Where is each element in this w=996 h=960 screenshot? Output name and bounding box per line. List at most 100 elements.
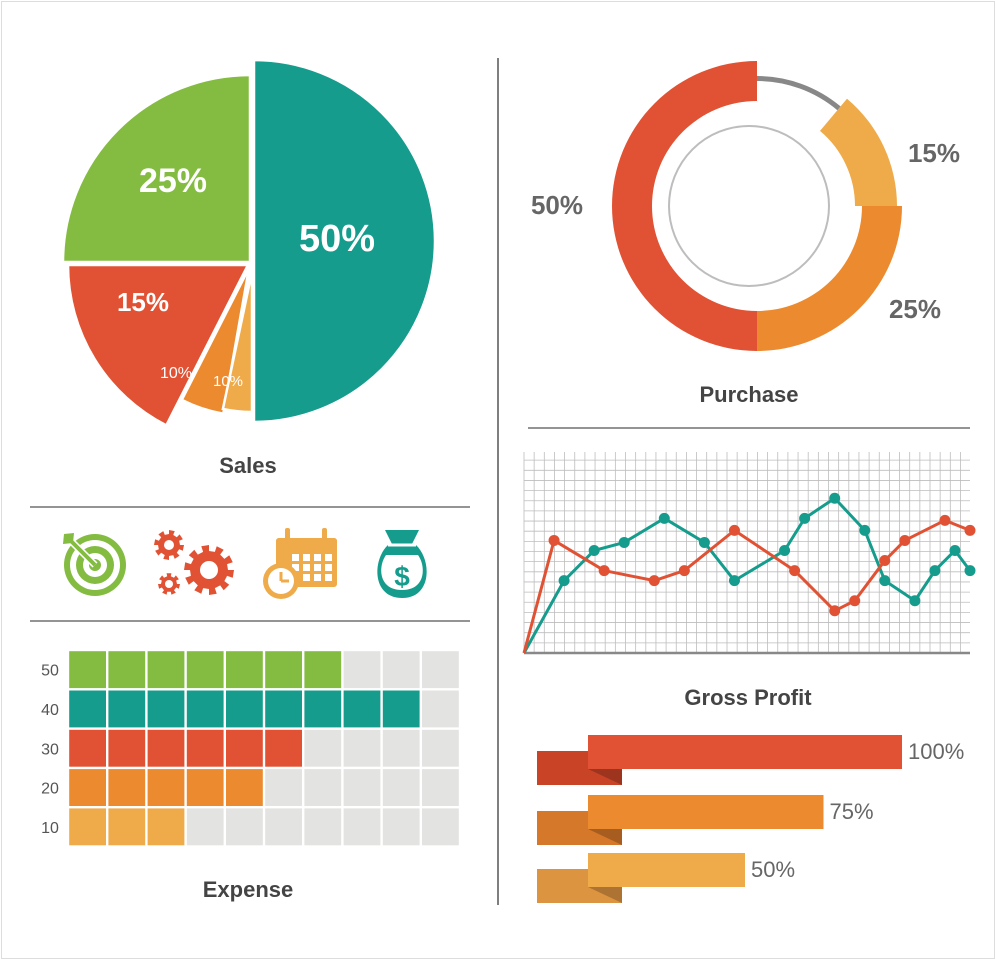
- line-point: [779, 544, 791, 556]
- bar-ribbon-fold: [588, 769, 622, 785]
- expense-row-label: 40: [41, 702, 59, 719]
- sales-slice-label: 25%: [139, 162, 207, 200]
- line-point: [859, 524, 871, 536]
- line-point: [789, 565, 801, 577]
- expense-cell: [422, 729, 459, 767]
- calendar-clock-icon: [263, 528, 337, 599]
- gross-profit-grid: [523, 452, 970, 655]
- expense-cell: [108, 729, 146, 767]
- sales-slice: [180, 267, 251, 416]
- line-point: [799, 512, 811, 524]
- expense-cell: [147, 769, 185, 806]
- line-point: [678, 565, 690, 577]
- purchase-segment: [612, 61, 757, 351]
- expense-cell: [226, 690, 263, 728]
- expense-cell: [108, 769, 146, 806]
- expense-cell: [69, 729, 106, 767]
- expense-cell: [108, 808, 146, 846]
- purchase-segment: [757, 76, 841, 111]
- sales-slice: [221, 271, 254, 414]
- expense-heatmap: 50 40 30 20 10: [41, 649, 461, 847]
- expense-cell: [186, 769, 224, 806]
- sales-title: Sales: [219, 453, 277, 478]
- expense-cell: [422, 769, 459, 806]
- expense-cell: [382, 769, 420, 806]
- expense-row-label: 30: [41, 741, 59, 758]
- sales-slice-label: 10%: [160, 365, 192, 382]
- horizontal-bar-chart: 100% 75% 50%: [537, 735, 964, 903]
- gross-profit-series: [522, 492, 976, 654]
- expense-cell: [304, 769, 342, 806]
- expense-cell: [265, 808, 302, 846]
- purchase-donut-chart: 50% 25% 15%: [531, 61, 960, 351]
- line-point: [879, 555, 891, 567]
- expense-cell: [304, 651, 342, 689]
- expense-cell: [343, 729, 381, 767]
- line-point: [929, 565, 941, 577]
- line-point: [558, 575, 570, 587]
- sales-slice-label: 50%: [299, 218, 375, 260]
- expense-cell: [343, 651, 381, 689]
- expense-cell: [422, 808, 459, 846]
- money-bag-icon: $: [377, 530, 427, 598]
- expense-cell: [226, 808, 263, 846]
- expense-cell: [304, 808, 342, 846]
- line-point: [829, 605, 841, 617]
- target-icon: [63, 533, 126, 596]
- expense-cell: [186, 808, 224, 846]
- expense-row-label: 10: [41, 820, 59, 837]
- bar-label: 75%: [830, 799, 874, 824]
- svg-text:$: $: [394, 561, 410, 592]
- expense-cell: [69, 651, 106, 689]
- purchase-segment-label: 15%: [908, 138, 960, 168]
- line-point: [964, 524, 976, 536]
- expense-cell: [69, 808, 106, 846]
- line-point: [849, 595, 861, 607]
- sales-slice-label: 15%: [117, 287, 169, 317]
- expense-cell: [304, 690, 342, 728]
- bar: [588, 795, 824, 829]
- line-series: [522, 496, 972, 654]
- expense-cell: [108, 690, 146, 728]
- purchase-segment: [757, 206, 902, 351]
- expense-cell: [265, 769, 302, 806]
- sales-slice: [252, 58, 437, 424]
- line-point: [939, 514, 951, 526]
- line-point: [728, 524, 740, 536]
- expense-cell: [147, 808, 185, 846]
- expense-cell: [343, 690, 381, 728]
- expense-cell: [69, 769, 106, 806]
- line-point: [698, 536, 710, 548]
- purchase-segment: [819, 98, 897, 206]
- line-point: [829, 492, 841, 504]
- sales-slice: [66, 263, 251, 428]
- expense-cell: [108, 651, 146, 689]
- expense-cell: [382, 808, 420, 846]
- line-point: [618, 536, 630, 548]
- bar: [588, 853, 745, 887]
- bar-label: 100%: [908, 739, 964, 764]
- line-point: [658, 512, 670, 524]
- bar-ribbon-fold: [588, 887, 622, 903]
- expense-cell: [382, 651, 420, 689]
- bar-ribbon-fold: [588, 829, 622, 845]
- line-point: [588, 544, 600, 556]
- gears-icon: [154, 530, 234, 595]
- sales-pie-chart: 50% 25% 15% 10% 10%: [61, 58, 437, 428]
- expense-cell: [343, 808, 381, 846]
- expense-cell: [343, 769, 381, 806]
- expense-cell: [147, 729, 185, 767]
- expense-cell: [186, 651, 224, 689]
- purchase-title: Purchase: [699, 382, 798, 407]
- expense-cell: [147, 690, 185, 728]
- expense-cell: [226, 729, 263, 767]
- expense-row-label: 20: [41, 781, 59, 798]
- line-point: [964, 565, 976, 577]
- sales-slice: [61, 73, 252, 264]
- sales-slice-label: 10%: [213, 373, 243, 390]
- expense-cell: [422, 651, 459, 689]
- expense-title: Expense: [203, 877, 294, 902]
- expense-cell: [382, 690, 420, 728]
- expense-cell: [69, 690, 106, 728]
